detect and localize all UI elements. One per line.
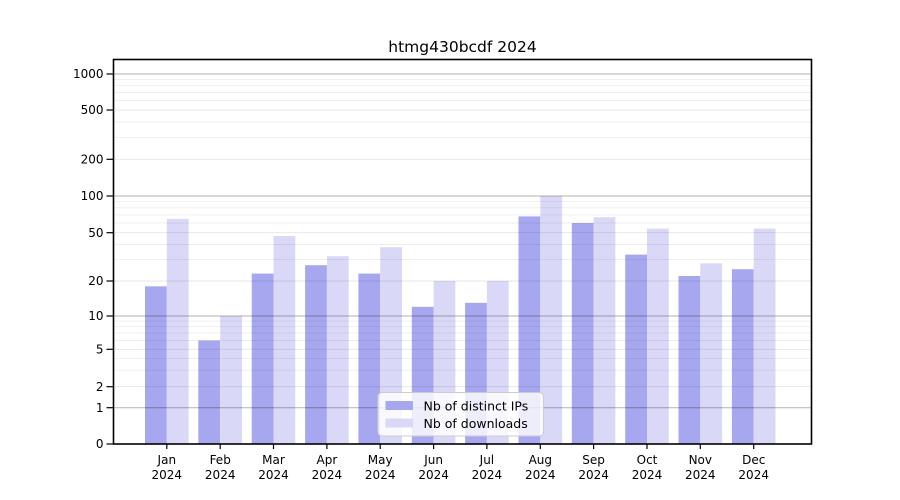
x-tick-label-year-sep: 2024	[578, 468, 609, 482]
bar-distinct-ips-jan	[145, 286, 167, 444]
x-tick-label-month-aug: Aug	[529, 453, 552, 467]
chart-title: htmg430bcdf 2024	[388, 38, 536, 56]
bar-distinct-ips-dec	[731, 269, 754, 444]
y-tick-label-50: 50	[88, 226, 103, 240]
x-axis: Jan2024Feb2024Mar2024Apr2024May2024Jun20…	[152, 444, 769, 482]
y-tick-label-100: 100	[81, 189, 104, 203]
y-tick-label-1: 1	[96, 401, 104, 415]
x-tick-label-year-jul: 2024	[472, 468, 503, 482]
gridlines	[113, 73, 812, 409]
y-tick-label-10: 10	[88, 309, 103, 323]
y-tick-label-1000: 1000	[73, 67, 104, 81]
legend-label-downloads: Nb of downloads	[424, 416, 528, 431]
x-tick-label-year-jun: 2024	[418, 468, 449, 482]
legend: Nb of distinct IPs Nb of downloads	[377, 392, 544, 437]
bar-distinct-ips-sep	[571, 223, 594, 444]
bar-downloads-dec	[753, 228, 776, 444]
x-tick-label-month-oct: Oct	[637, 453, 658, 467]
bar-distinct-ips-apr	[305, 265, 327, 444]
x-tick-label-month-jul: Jul	[479, 453, 494, 467]
x-tick-label-month-nov: Nov	[689, 453, 712, 467]
bar-distinct-ips-mar	[251, 273, 274, 444]
y-tick-label-2: 2	[96, 380, 104, 394]
y-tick-label-500: 500	[81, 103, 104, 117]
legend-swatch-downloads	[385, 418, 413, 428]
x-tick-label-year-may: 2024	[365, 468, 396, 482]
legend-swatch-distinct-ips	[385, 401, 413, 410]
x-tick-label-month-may: May	[368, 453, 393, 467]
legend-box	[377, 392, 544, 437]
x-tick-label-year-oct: 2024	[632, 468, 663, 482]
x-tick-label-month-sep: Sep	[582, 453, 605, 467]
bar-downloads-mar	[273, 236, 296, 444]
bar-distinct-ips-feb	[198, 340, 221, 444]
bar-distinct-ips-aug	[518, 216, 541, 444]
x-tick-label-year-dec: 2024	[738, 468, 769, 482]
x-tick-label-month-jan: Jan	[157, 453, 177, 467]
x-tick-label-month-apr: Apr	[317, 453, 338, 467]
x-tick-label-month-dec: Dec	[742, 453, 765, 467]
x-tick-label-month-jun: Jun	[423, 453, 443, 467]
axes-frame	[112, 58, 813, 445]
bar-distinct-ips-oct	[625, 254, 647, 444]
y-axis: 0 1 2 5 10 20 50 100 200 500 1000	[73, 67, 114, 451]
x-tick-label-month-mar: Mar	[262, 453, 285, 467]
bar-downloads-oct	[647, 228, 669, 444]
y-tick-label-200: 200	[81, 153, 104, 167]
bar-distinct-ips-nov	[678, 276, 701, 444]
bar-downloads-sep	[593, 217, 616, 444]
bar-downloads-feb	[220, 316, 242, 444]
x-tick-label-year-nov: 2024	[685, 468, 716, 482]
y-tick-label-20: 20	[88, 274, 103, 288]
x-tick-label-year-feb: 2024	[205, 468, 236, 482]
legend-label-distinct-ips: Nb of distinct IPs	[424, 399, 529, 414]
bar-downloads-nov	[700, 263, 723, 444]
bar-downloads-aug	[540, 196, 563, 444]
x-tick-label-year-apr: 2024	[312, 468, 343, 482]
bar-distinct-ips-may	[358, 273, 381, 444]
y-tick-label-5: 5	[96, 343, 104, 357]
bar-downloads-apr	[326, 256, 349, 444]
x-tick-label-year-jan: 2024	[152, 468, 183, 482]
y-tick-label-0: 0	[96, 437, 104, 451]
bar-downloads-jan	[166, 218, 189, 444]
x-tick-label-month-feb: Feb	[210, 453, 231, 467]
x-tick-label-year-aug: 2024	[525, 468, 556, 482]
x-tick-label-year-mar: 2024	[258, 468, 289, 482]
